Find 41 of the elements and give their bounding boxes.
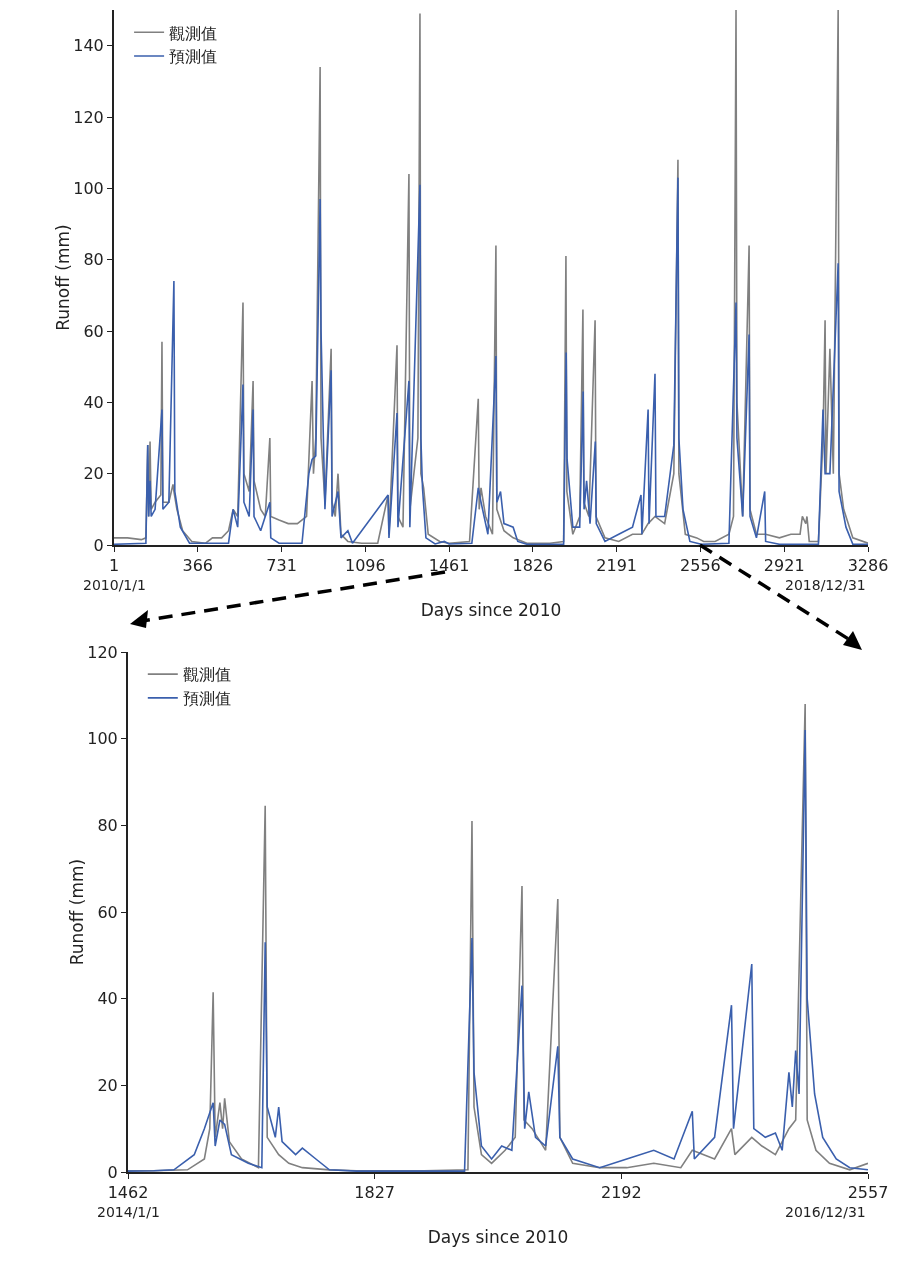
y-tick-label: 80 (83, 250, 104, 270)
text: 2010/1/1 (83, 577, 146, 593)
y-tick-label: 80 (97, 815, 118, 835)
legend-label: 觀測值 (182, 665, 231, 685)
x-tick-label: 1826 (512, 556, 554, 576)
x-tick-label: 1 (108, 556, 120, 576)
text: 2018/12/31 (785, 577, 866, 593)
y-tick-label: 20 (83, 464, 104, 484)
x-tick-label: 2556 (680, 556, 721, 576)
y-tick-label: 40 (97, 989, 118, 1009)
y-tick-label: 100 (87, 729, 118, 749)
legend-label: 預測值 (182, 689, 231, 709)
y-tick-label: 60 (97, 902, 118, 922)
x-tick-label: 731 (266, 556, 297, 576)
x-tick-label: 2191 (596, 556, 638, 576)
y-tick-label: 40 (83, 392, 104, 412)
x-tick-label: 2557 (847, 1183, 889, 1203)
x-tick-label: 366 (182, 556, 214, 576)
x-tick-label: 3286 (847, 556, 889, 576)
x-tick-label: 1462 (107, 1183, 149, 1203)
x-tick-label: 1827 (354, 1183, 396, 1203)
legend-label: 預測值 (169, 47, 218, 67)
y-tick-label: 20 (97, 1075, 118, 1095)
y-tick-label: 120 (73, 107, 104, 127)
y-axis-title: Runoff (mm) (53, 224, 73, 331)
x-tick-label: 1096 (344, 556, 386, 576)
text: 2016/12/31 (785, 1204, 866, 1220)
y-tick-label: 100 (73, 178, 104, 198)
text: 2014/1/1 (97, 1204, 160, 1220)
y-tick-label: 0 (107, 1162, 118, 1182)
y-tick-label: 120 (87, 642, 118, 662)
x-axis-title: Days since 2010 (420, 600, 562, 621)
y-tick-label: 140 (73, 36, 104, 56)
legend-label: 觀測值 (169, 23, 218, 43)
y-axis-title: Runoff (mm) (67, 858, 87, 966)
x-axis-title: Days since 2010 (427, 1227, 569, 1248)
x-tick-label: 1461 (428, 556, 470, 576)
y-tick-label: 60 (83, 321, 104, 341)
x-tick-label: 2192 (600, 1183, 642, 1203)
x-tick-label: 2921 (763, 556, 805, 576)
y-tick-label: 0 (93, 535, 104, 555)
